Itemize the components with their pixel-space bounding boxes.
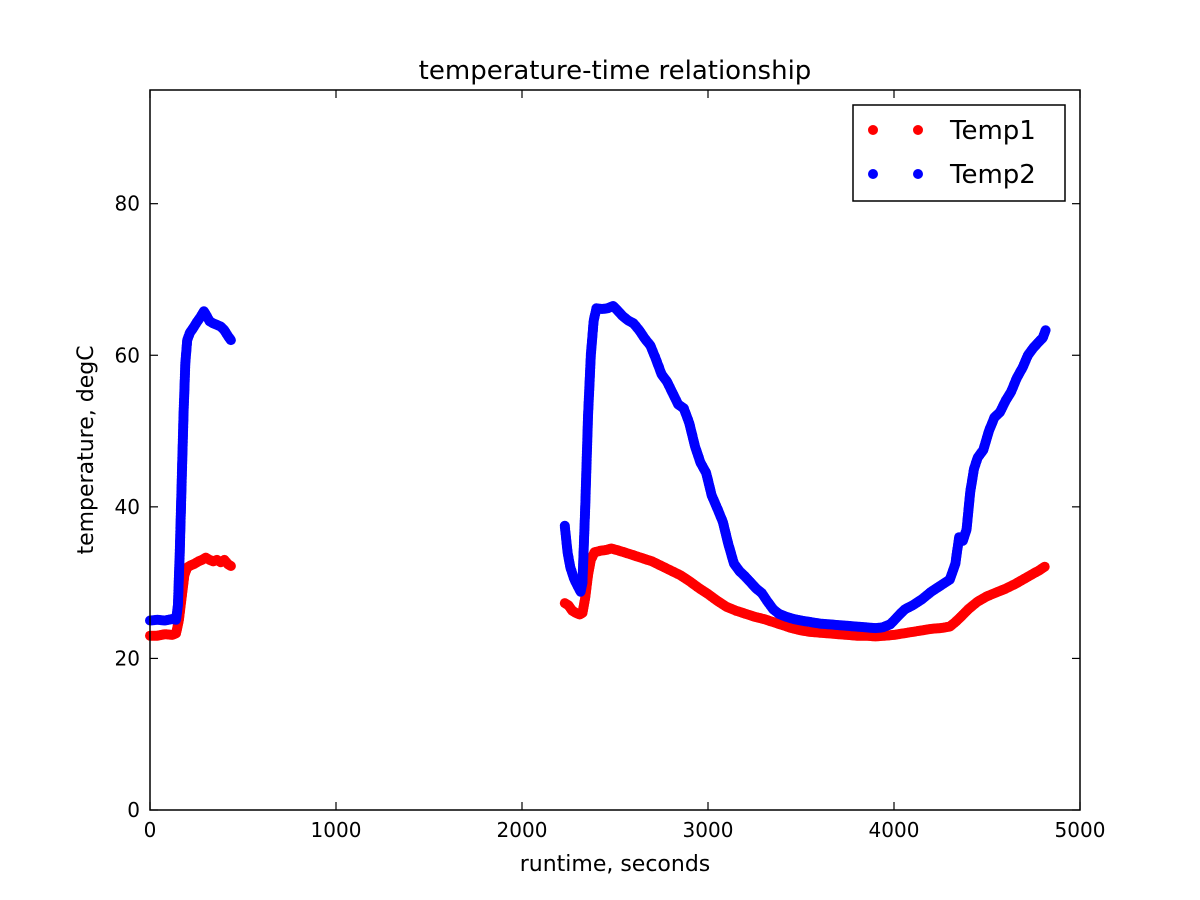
x-axis-label: runtime, seconds — [520, 852, 711, 877]
plot-frame — [149, 89, 1081, 811]
legend-box — [852, 104, 1066, 202]
data-point-temp2 — [1040, 325, 1051, 336]
legend-marker-temp1 — [913, 125, 923, 135]
y-tick-label: 0 — [127, 798, 140, 822]
y-tick-label: 80 — [115, 192, 140, 216]
y-tick-label: 60 — [115, 343, 140, 367]
legend: Temp1 Temp2 — [852, 104, 1066, 202]
legend-marker-temp1 — [868, 125, 878, 135]
plot-marks — [145, 301, 1051, 642]
x-tick-label: 2000 — [497, 818, 548, 842]
y-tick-label: 40 — [115, 495, 140, 519]
legend-label-temp2: Temp2 — [949, 160, 1036, 190]
chart-title: temperature-time relationship — [419, 56, 812, 86]
x-tick-label: 0 — [144, 818, 157, 842]
legend-label-temp1: Temp1 — [949, 116, 1036, 146]
legend-marker-temp2 — [913, 169, 923, 179]
axis-ticks: 0 1000 2000 3000 4000 5000 0 20 40 60 80 — [115, 90, 1106, 842]
x-tick-label: 5000 — [1055, 818, 1106, 842]
data-point-temp2 — [225, 335, 236, 346]
legend-marker-temp2 — [868, 169, 878, 179]
y-tick-label: 20 — [115, 646, 140, 670]
y-axis-label: temperature, degC — [74, 345, 99, 554]
data-point-temp1 — [225, 561, 236, 571]
x-tick-label: 4000 — [869, 818, 920, 842]
x-tick-label: 3000 — [683, 818, 734, 842]
data-point-temp1 — [1039, 561, 1050, 572]
x-tick-label: 1000 — [311, 818, 362, 842]
